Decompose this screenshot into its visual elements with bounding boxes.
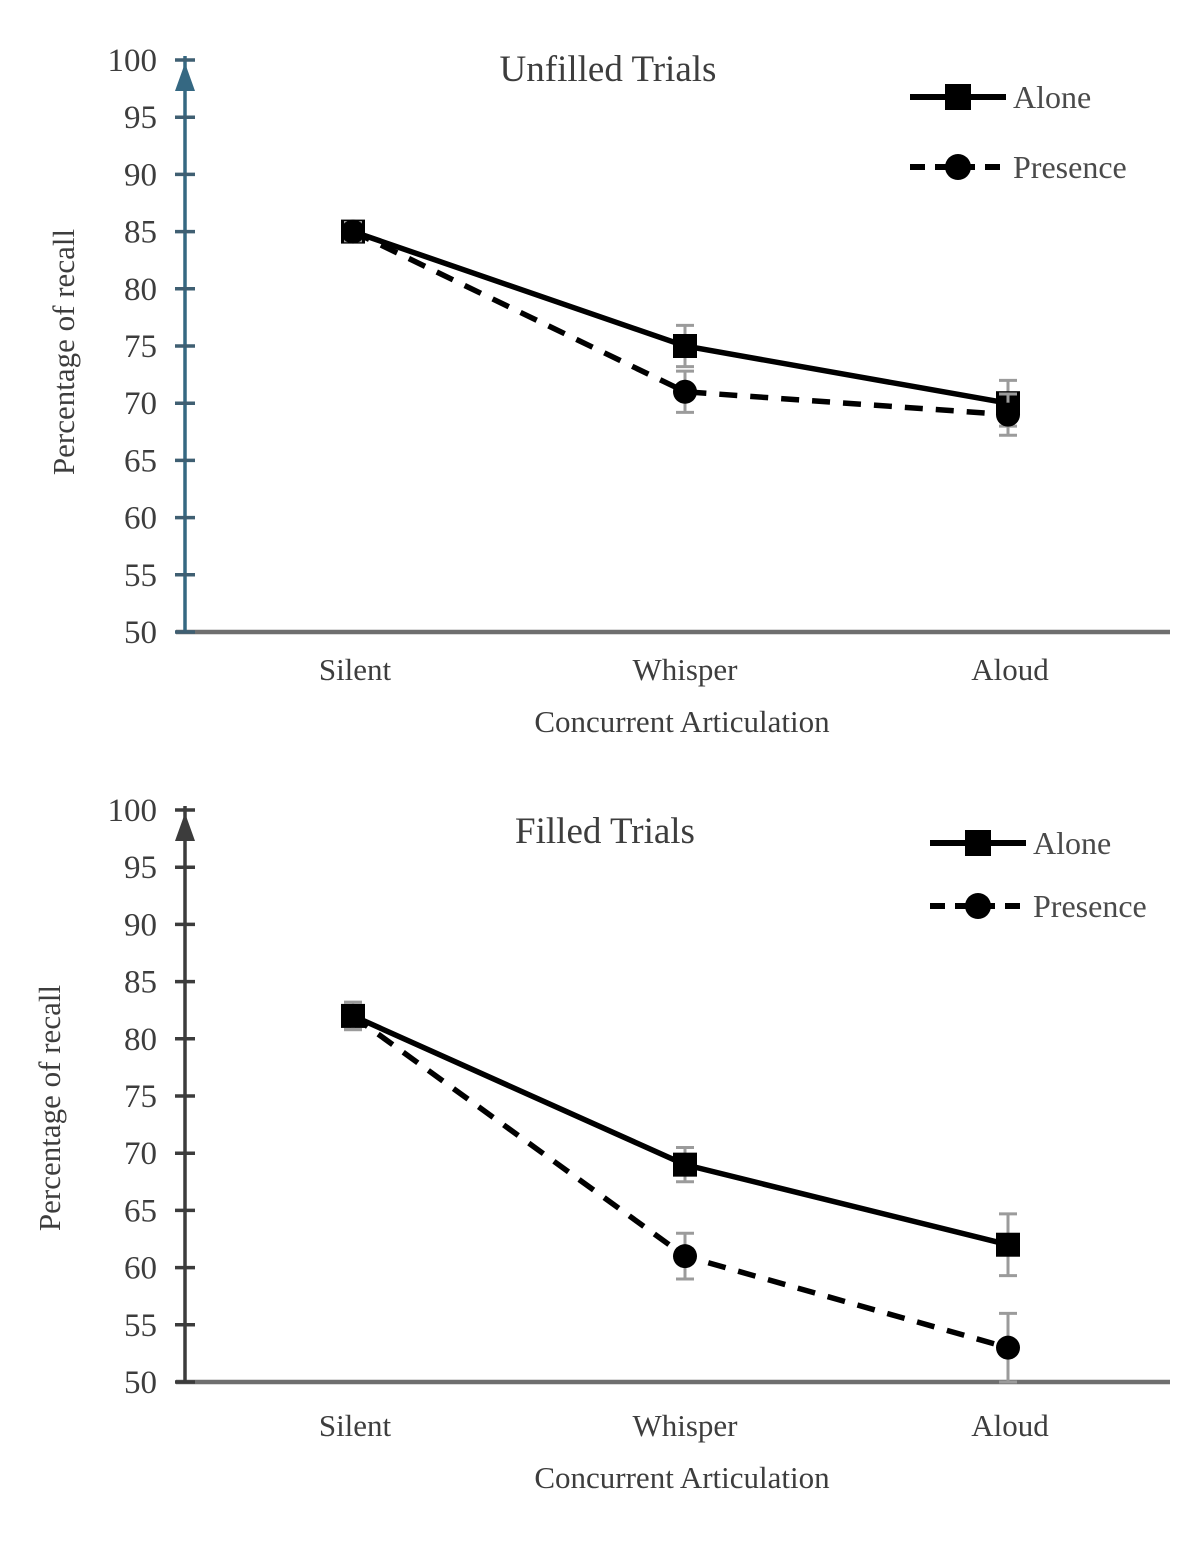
data-point-marker-circle — [673, 1244, 697, 1269]
presence-legend-swatch — [910, 154, 1006, 180]
data-point-marker-circle — [341, 219, 365, 244]
legend-item-presence: Presence — [928, 888, 1147, 924]
y-axis-title: Percentage of recall — [32, 984, 67, 1232]
legend: Alone Presence — [908, 79, 1127, 185]
x-tick-label-silent: Silent — [318, 1408, 392, 1443]
data-point-marker-circle — [996, 402, 1020, 427]
y-axis-tick-label: 75 — [124, 329, 157, 365]
y-axis-tick-label: 100 — [108, 793, 158, 829]
y-axis-tick-label: 75 — [124, 1079, 157, 1115]
legend-marker-circle — [965, 893, 991, 919]
legend-label-presence: Presence — [1033, 887, 1147, 924]
chart-title: Unfilled Trials — [499, 49, 717, 90]
x-tick-label-aloud: Aloud — [971, 652, 1049, 687]
y-axis-tick-label: 50 — [124, 615, 157, 651]
y-axis-tick-label: 65 — [124, 1193, 157, 1229]
alone-legend-swatch — [930, 830, 1026, 856]
y-axis-arrowhead — [175, 63, 195, 91]
y-axis-tick-label: 55 — [124, 1308, 157, 1344]
y-axis-arrowhead — [175, 813, 195, 841]
legend-item-alone: Alone — [928, 825, 1147, 861]
legend-label-alone: Alone — [1033, 824, 1112, 861]
data-point-marker-square — [996, 1232, 1020, 1257]
alone-legend-swatch — [910, 84, 1006, 110]
y-axis-tick-label: 80 — [124, 272, 157, 308]
x-tick-label-whisper: Whisper — [632, 1408, 738, 1443]
presence-legend-swatch — [930, 893, 1026, 919]
x-tick-label-aloud: Aloud — [971, 1408, 1049, 1443]
y-axis-tick-label: 90 — [124, 907, 157, 943]
legend-marker-square — [965, 830, 991, 856]
y-axis-tick-label: 95 — [124, 850, 157, 886]
y-axis-tick-label: 100 — [108, 43, 158, 79]
legend-label-presence: Presence — [1013, 148, 1127, 185]
y-axis-tick-label: 70 — [124, 1136, 157, 1172]
y-axis-tick-label: 85 — [124, 965, 157, 1001]
y-axis-tick-label: 55 — [124, 558, 157, 594]
data-point-marker-square — [673, 334, 697, 358]
y-axis-tick-label: 50 — [124, 1365, 157, 1401]
y-axis-tick-label: 70 — [124, 386, 157, 422]
legend: Alone Presence — [928, 825, 1147, 924]
data-point-marker-circle — [341, 1003, 365, 1028]
y-axis-tick-label: 65 — [124, 443, 157, 479]
series-line-alone — [352, 229, 1009, 406]
y-axis-title: Percentage of recall — [46, 228, 81, 476]
legend-item-alone: Alone — [908, 79, 1127, 115]
x-axis-title: Concurrent Articulation — [534, 1460, 830, 1495]
unfilled-trials-plot: 50 55 60 65 70 75 80 85 90 95 100 — [108, 43, 1170, 651]
x-axis-title: Concurrent Articulation — [534, 704, 830, 739]
y-axis-tick-label: 95 — [124, 100, 157, 136]
y-axis-tick-label: 80 — [124, 1022, 157, 1058]
legend-label-alone: Alone — [1013, 78, 1092, 115]
legend-marker-circle — [945, 154, 971, 180]
legend-item-presence: Presence — [908, 149, 1127, 185]
y-axis-tick-label: 60 — [124, 1251, 157, 1287]
unfilled-trials-panel: 50 55 60 65 70 75 80 85 90 95 100 Unfilled Trials … — [0, 0, 1200, 760]
data-point-marker-square — [673, 1152, 697, 1177]
data-point-marker-circle — [996, 1335, 1020, 1360]
data-point-marker-circle — [673, 379, 697, 404]
series-line-alone — [351, 1013, 1009, 1248]
y-axis-tick-label: 85 — [124, 215, 157, 251]
x-tick-label-whisper: Whisper — [632, 652, 738, 687]
filled-trials-plot: 50 55 60 65 70 75 80 85 90 95 100 — [108, 793, 1170, 1401]
chart-title: Filled Trials — [515, 811, 695, 852]
filled-trials-panel: 50 55 60 65 70 75 80 85 90 95 100 Filled Trials Pe… — [0, 760, 1200, 1542]
y-axis-tick-label: 90 — [124, 157, 157, 193]
legend-marker-square — [945, 84, 971, 110]
y-axis-tick-label: 60 — [124, 501, 157, 537]
x-tick-label-silent: Silent — [318, 652, 392, 687]
